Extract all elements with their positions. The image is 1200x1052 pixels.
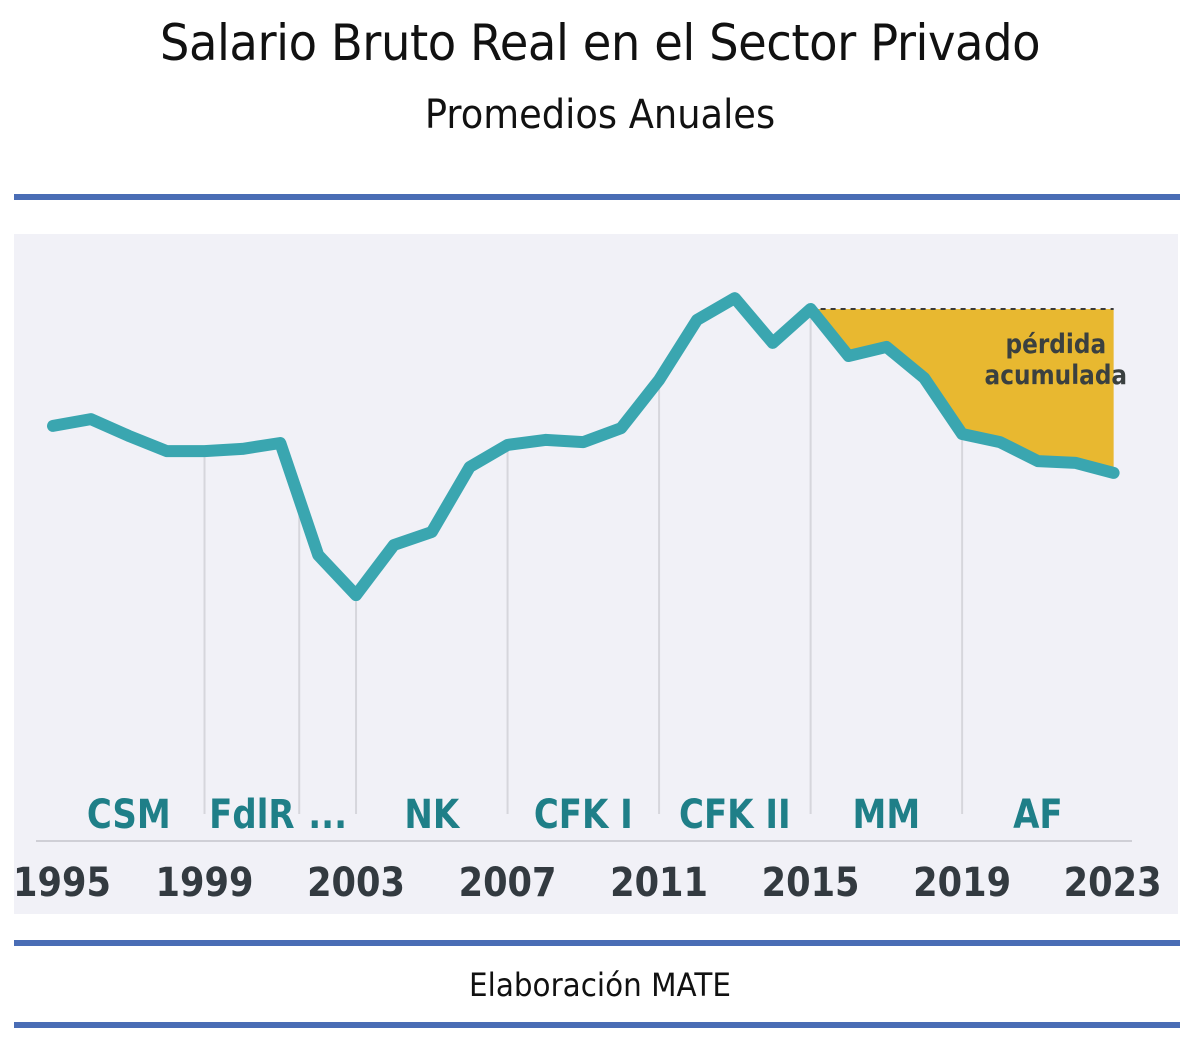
footer-top-divider [14, 940, 1180, 946]
x-tick-label: 2011 [610, 859, 708, 906]
chart-subtitle: Promedios Anuales [424, 92, 776, 138]
loss-area-group [810, 308, 1114, 473]
x-tick-label: 2023 [1064, 859, 1162, 906]
chart-title: Salario Bruto Real en el Sector Privado [159, 14, 1041, 72]
period-label: FdlR [209, 791, 294, 837]
loss-area [810, 309, 1114, 473]
series-line-group [47, 292, 1120, 602]
period-label: MM [853, 791, 921, 837]
period-label: ... [308, 791, 347, 837]
x-tick-label: 1995 [14, 859, 111, 906]
period-label: CFK II [679, 791, 791, 837]
x-tick-label: 2007 [459, 859, 557, 906]
x-axis-ticks: 1995 1999 2003 2007 2011 2015 2019 2023 [14, 859, 1162, 906]
period-label: CSM [87, 791, 171, 837]
salary-line-chart: pérdida acumulada CSM FdlR... NK CFK I CFK I… [14, 292, 1162, 906]
period-label: NK [404, 791, 460, 837]
top-divider [14, 194, 1180, 200]
x-tick-label: 2003 [307, 859, 405, 906]
period-label: CFK I [534, 791, 633, 837]
footer-bottom-divider [14, 1022, 1180, 1028]
period-label: AF [1013, 791, 1063, 837]
x-tick-label: 2015 [762, 859, 860, 906]
annotation-group: pérdida acumulada [985, 328, 1128, 390]
annotation-label-line2: acumulada [985, 359, 1128, 390]
x-tick-label: 1999 [156, 859, 254, 906]
source-note: Elaboración MATE [469, 966, 731, 1004]
x-tick-label: 2019 [913, 859, 1011, 906]
period-dividers [203, 315, 964, 814]
period-labels: CSM FdlR... NK CFK I CFK II MM AF [87, 791, 1063, 837]
chart-panel: pérdida acumulada CSM FdlR... NK CFK I CFK I… [14, 234, 1178, 914]
annotation-label-line1: pérdida [1005, 328, 1106, 359]
